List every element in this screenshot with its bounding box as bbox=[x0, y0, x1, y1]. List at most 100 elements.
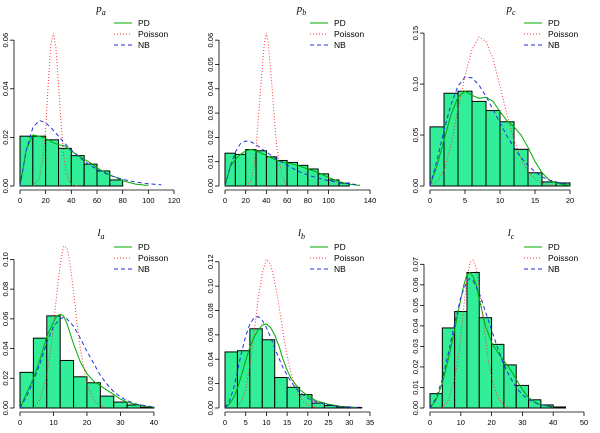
histogram-bar bbox=[255, 150, 267, 187]
x-tick-label: 80 bbox=[304, 196, 312, 205]
histogram-bar bbox=[471, 100, 487, 187]
y-tick-label: 0.15 bbox=[411, 26, 420, 41]
histogram-bar bbox=[73, 376, 88, 409]
legend-label-nb: NB bbox=[334, 40, 346, 50]
histogram-bar bbox=[528, 399, 542, 409]
histogram-bar bbox=[491, 343, 505, 409]
y-tick-label: 0.10 bbox=[411, 77, 420, 92]
histogram-bar bbox=[70, 155, 85, 187]
panel-pb: pb 0 20 40 60 80 100 140 0.00 0.01 0.02 0.03 0.04 0.0… bbox=[206, 3, 376, 205]
x-tick-label: 100 bbox=[142, 196, 155, 205]
histogram-bar bbox=[83, 163, 98, 187]
x-tick-label: 60 bbox=[283, 196, 291, 205]
panel-title: pc bbox=[505, 3, 516, 17]
histogram-bar bbox=[503, 364, 517, 409]
histogram-bar bbox=[140, 406, 155, 409]
x-tick-label: 20 bbox=[304, 418, 312, 427]
x-tick-label: 0 bbox=[223, 418, 227, 427]
y-tick-label: 0.08 bbox=[206, 303, 215, 318]
y-tick-label: 0.04 bbox=[411, 319, 420, 334]
x-tick-label: 10 bbox=[496, 196, 504, 205]
x-tick-label: 0 bbox=[223, 196, 227, 205]
y-tick-label: 0.05 bbox=[411, 298, 420, 313]
legend-label-poisson: Poisson bbox=[138, 253, 169, 263]
y-tick-label: 0.00 bbox=[206, 401, 215, 416]
histogram-bar bbox=[454, 311, 468, 409]
histogram-bar bbox=[276, 159, 288, 187]
y-tick-label: 0.03 bbox=[411, 339, 420, 354]
y-tick-label: 0.00 bbox=[411, 401, 420, 416]
x-tick-label: 40 bbox=[67, 196, 75, 205]
panel-title-subscript: c bbox=[511, 232, 515, 241]
x-tick-label: 40 bbox=[150, 418, 158, 427]
legend-label-poisson: Poisson bbox=[138, 29, 169, 39]
histogram-bar bbox=[485, 110, 501, 187]
x-tick-label: 20 bbox=[487, 418, 495, 427]
histogram-bar bbox=[86, 382, 101, 409]
panel-title-subscript: a bbox=[101, 232, 105, 241]
y-tick-label: 0.02 bbox=[411, 360, 420, 375]
histogram-bar bbox=[234, 153, 247, 187]
curve-poisson bbox=[32, 32, 78, 187]
legend-label-nb: NB bbox=[138, 264, 150, 274]
panel-title-letter: p bbox=[95, 3, 102, 15]
histogram-bar bbox=[109, 179, 124, 187]
panel-title-subscript: b bbox=[302, 8, 306, 17]
x-tick-label: 15 bbox=[531, 196, 539, 205]
y-tick-label: 0.02 bbox=[1, 130, 10, 145]
histogram-bar bbox=[478, 317, 493, 409]
curve-nb bbox=[224, 316, 358, 409]
y-tick-label: 0.01 bbox=[411, 380, 420, 395]
y-tick-label: 0.04 bbox=[1, 81, 10, 96]
curve-nb bbox=[429, 76, 571, 187]
panel-title: pa bbox=[95, 3, 106, 17]
curve-pd bbox=[429, 90, 571, 187]
histogram-bar bbox=[126, 404, 142, 409]
panel-title-letter: p bbox=[296, 3, 303, 15]
panel-lb: lb 0 5 10 15 20 25 30 35 0.00 0.02 0.04 0.06 0.08 0.10… bbox=[206, 227, 374, 427]
x-tick-label: 100 bbox=[322, 196, 335, 205]
y-tick-label: 0.02 bbox=[206, 376, 215, 391]
legend-label-pd: PD bbox=[138, 242, 150, 252]
legend-label-pd: PD bbox=[334, 18, 346, 28]
legend-label-pd: PD bbox=[548, 18, 560, 28]
y-tick-label: 0.03 bbox=[206, 106, 215, 121]
x-tick-label: 80 bbox=[118, 196, 126, 205]
legend-label-poisson: Poisson bbox=[334, 253, 365, 263]
legend-label-pd: PD bbox=[334, 242, 346, 252]
x-tick-label: 140 bbox=[364, 196, 377, 205]
x-tick-label: 0 bbox=[428, 418, 432, 427]
x-tick-label: 10 bbox=[49, 418, 57, 427]
x-tick-label: 20 bbox=[242, 196, 250, 205]
legend-label-pd: PD bbox=[138, 18, 150, 28]
curve-pd bbox=[224, 323, 358, 409]
y-tick-label: 0.10 bbox=[206, 279, 215, 294]
y-tick-label: 0.06 bbox=[1, 312, 10, 327]
x-tick-label: 20 bbox=[566, 196, 574, 205]
x-tick-label: 0 bbox=[18, 418, 22, 427]
histogram-bar bbox=[513, 148, 529, 187]
panel-title-subscript: b bbox=[301, 232, 305, 241]
histogram-bar bbox=[552, 406, 567, 409]
y-tick-label: 0.04 bbox=[206, 352, 215, 367]
x-tick-label: 40 bbox=[262, 196, 270, 205]
curve-nb bbox=[429, 278, 554, 409]
panel-title-letter: p bbox=[505, 3, 512, 15]
y-tick-label: 0.06 bbox=[206, 328, 215, 343]
y-tick-label: 0.00 bbox=[206, 179, 215, 194]
y-tick-label: 0.06 bbox=[206, 33, 215, 48]
y-tick-label: 0.02 bbox=[1, 371, 10, 386]
panel-title: lb bbox=[298, 227, 305, 241]
panel-title: la bbox=[97, 227, 104, 241]
curve-pd bbox=[224, 148, 360, 187]
panel-lc: lc 0 10 20 30 40 50 0.00 0.01 0.02 0.03 0.04 0.05 0.0… bbox=[411, 227, 588, 427]
x-tick-label: 10 bbox=[262, 418, 270, 427]
histogram-bar bbox=[265, 156, 278, 187]
panel-title: pb bbox=[296, 3, 307, 17]
